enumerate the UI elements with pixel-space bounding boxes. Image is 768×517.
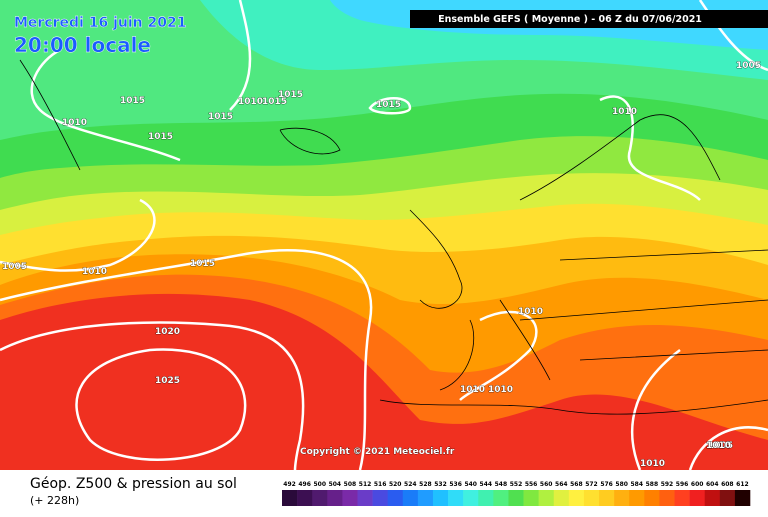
legend-value: 516 <box>374 481 387 488</box>
legend-value: 596 <box>676 481 689 488</box>
isobar-label: 1005 <box>708 441 733 451</box>
legend-swatch <box>538 490 555 506</box>
legend-swatch <box>402 490 419 506</box>
forecast-date: Mercredi 16 juin 2021 <box>14 15 186 31</box>
legend-value: 532 <box>434 481 447 488</box>
run-banner <box>410 10 768 28</box>
legend-value: 580 <box>615 481 628 488</box>
isobar-label: 1010 <box>488 385 513 395</box>
legend-swatch <box>387 490 404 506</box>
legend-value: 600 <box>691 481 704 488</box>
legend-swatch <box>629 490 645 506</box>
isobar-label: 1025 <box>155 376 180 386</box>
legend-swatch <box>719 490 736 506</box>
isobar-label: 1010 <box>706 441 731 451</box>
run-info: Ensemble GEFS ( Moyenne ) - 06 Z du 07/0… <box>438 14 702 25</box>
legend-swatch <box>297 490 313 506</box>
isobar-label: 1010 <box>612 107 637 117</box>
legend-swatch <box>568 490 585 506</box>
legend-value: 492 <box>283 481 296 488</box>
isobar-label: 1010 <box>518 307 543 317</box>
copyright: Copyright © 2021 Meteociel.fr <box>300 447 455 457</box>
isobar-label: 1015 <box>278 90 303 100</box>
legend-value: 536 <box>449 481 462 488</box>
isobar-label: 1015 <box>208 112 233 122</box>
isobar-label: 1015 <box>262 97 287 107</box>
legend-swatch <box>674 490 690 506</box>
footer-subtitle: (+ 228h) <box>30 494 79 507</box>
legend: 492 496 500 504 508 512 516 520 524 528 532 536 540 5… <box>282 481 751 506</box>
isobar-label: 1005 <box>736 61 761 71</box>
legend-swatch <box>734 490 751 506</box>
legend-value: 540 <box>464 481 477 488</box>
isobar-label: 1010 <box>82 267 107 277</box>
legend-value: 588 <box>646 481 659 488</box>
legend-value: 548 <box>495 481 508 488</box>
legend-swatch <box>493 490 509 506</box>
legend-swatch <box>553 490 570 506</box>
legend-value: 496 <box>298 481 311 488</box>
legend-swatch <box>644 490 660 506</box>
footer-title: Géop. Z500 & pression au sol <box>30 476 237 492</box>
isobars <box>0 0 768 471</box>
isobar-label: 1015 <box>190 259 215 269</box>
legend-value: 520 <box>389 481 402 488</box>
legend-value: 608 <box>721 481 734 488</box>
legend-swatch <box>523 490 539 506</box>
legend-swatch <box>704 490 721 506</box>
legend-value: 524 <box>404 481 417 488</box>
legend-swatch <box>312 490 328 506</box>
legend-value: 544 <box>480 481 493 488</box>
isobar-label: 1005 <box>2 262 27 272</box>
legend-value: 592 <box>661 481 674 488</box>
coastlines <box>19 59 768 415</box>
isobar-label: 1010 <box>706 441 731 451</box>
legend-swatch <box>478 490 494 506</box>
legend-value: 528 <box>419 481 432 488</box>
legend-swatch <box>599 490 615 506</box>
legend-value: 604 <box>706 481 719 488</box>
legend-swatch <box>372 490 388 506</box>
legend-swatch <box>357 490 373 506</box>
forecast-time: 20:00 locale <box>14 33 151 57</box>
legend-value: 500 <box>313 481 326 488</box>
legend-swatch <box>432 490 449 506</box>
isobar-label: 1010 <box>62 118 87 128</box>
isobar-label: 1010 <box>238 97 263 107</box>
isobar-label: 1015 <box>148 132 173 142</box>
legend-value: 564 <box>555 481 568 488</box>
legend-swatch <box>417 490 434 506</box>
legend-swatch <box>583 490 600 506</box>
legend-value: 584 <box>631 481 644 488</box>
legend-swatch <box>282 490 298 506</box>
legend-swatch <box>508 490 524 506</box>
legend-value: 568 <box>570 481 583 488</box>
field <box>0 0 768 470</box>
legend-swatch <box>614 490 630 506</box>
isobar-label: 1010 <box>640 459 665 469</box>
legend-value: 560 <box>540 481 553 488</box>
legend-value: 556 <box>525 481 538 488</box>
legend-swatch <box>327 490 343 506</box>
legend-swatch <box>689 490 706 506</box>
isobar-label: 1010 <box>460 385 485 395</box>
legend-value: 508 <box>344 481 357 488</box>
legend-value: 504 <box>329 481 342 488</box>
legend-value: 612 <box>736 481 749 488</box>
isobar-label: 1015 <box>120 96 145 106</box>
isobar-label: 1020 <box>155 327 180 337</box>
legend-swatch <box>342 490 358 506</box>
isobar-labels: 1015101010151015101010151015101510101005… <box>2 61 762 470</box>
legend-value: 572 <box>585 481 598 488</box>
legend-swatch <box>463 490 479 506</box>
legend-swatch <box>448 490 464 506</box>
legend-value: 576 <box>600 481 613 488</box>
isobar-label: 1015 <box>376 100 401 110</box>
legend-swatch <box>659 490 675 506</box>
legend-value: 512 <box>359 481 372 488</box>
legend-value: 552 <box>510 481 523 488</box>
